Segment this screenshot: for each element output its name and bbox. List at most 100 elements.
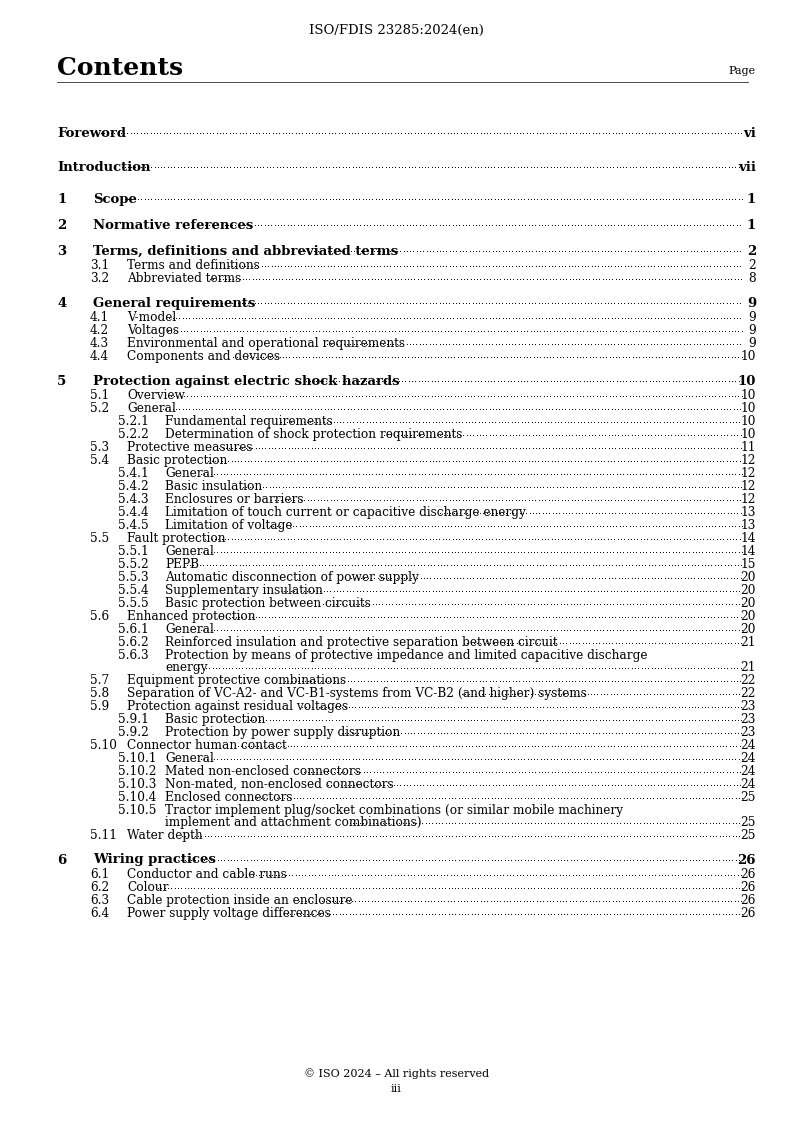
- Point: [584, 581, 597, 599]
- Point: [607, 478, 619, 496]
- Point: [477, 309, 489, 327]
- Point: [569, 672, 582, 690]
- Point: [536, 569, 549, 587]
- Point: [316, 659, 328, 677]
- Point: [267, 620, 280, 638]
- Point: [503, 763, 515, 781]
- Point: [284, 904, 297, 922]
- Point: [328, 451, 340, 469]
- Point: [621, 334, 634, 352]
- Point: [661, 294, 673, 312]
- Point: [377, 581, 389, 599]
- Point: [560, 555, 573, 573]
- Point: [462, 478, 474, 496]
- Point: [734, 569, 747, 587]
- Point: [375, 865, 388, 883]
- Text: Page: Page: [729, 66, 756, 76]
- Point: [306, 892, 319, 910]
- Point: [248, 294, 261, 312]
- Point: [475, 595, 488, 613]
- Point: [465, 581, 478, 599]
- Point: [554, 543, 567, 561]
- Point: [643, 465, 656, 482]
- Point: [523, 309, 535, 327]
- Point: [649, 555, 661, 573]
- Point: [577, 465, 590, 482]
- Point: [602, 672, 615, 690]
- Point: [658, 439, 671, 457]
- Point: [258, 789, 270, 807]
- Point: [729, 516, 741, 534]
- Point: [396, 190, 408, 208]
- Point: [161, 322, 174, 340]
- Point: [277, 158, 289, 176]
- Point: [288, 490, 301, 508]
- Point: [477, 478, 490, 496]
- Point: [597, 789, 610, 807]
- Point: [539, 399, 552, 417]
- Point: [735, 125, 748, 142]
- Point: [715, 634, 728, 652]
- Point: [439, 190, 451, 208]
- Point: [300, 348, 312, 366]
- Point: [454, 865, 467, 883]
- Point: [435, 348, 447, 366]
- Point: [577, 373, 590, 390]
- Point: [690, 827, 703, 845]
- Point: [385, 322, 398, 340]
- Point: [689, 348, 702, 366]
- Point: [370, 763, 383, 781]
- Point: [369, 125, 381, 142]
- Point: [462, 413, 475, 431]
- Text: Voltages: Voltages: [127, 324, 179, 337]
- Point: [419, 595, 431, 613]
- Point: [318, 490, 331, 508]
- Point: [499, 813, 511, 831]
- Point: [407, 490, 419, 508]
- Point: [489, 451, 502, 469]
- Point: [442, 904, 455, 922]
- Point: [547, 348, 560, 366]
- Text: Protection against electric shock hazards: Protection against electric shock hazard…: [93, 375, 400, 387]
- Point: [733, 620, 745, 638]
- Point: [650, 813, 663, 831]
- Point: [630, 322, 642, 340]
- Point: [278, 581, 290, 599]
- Point: [367, 581, 380, 599]
- Point: [339, 465, 352, 482]
- Point: [323, 892, 335, 910]
- Point: [552, 736, 565, 754]
- Point: [285, 451, 297, 469]
- Point: [685, 865, 698, 883]
- Point: [575, 413, 588, 431]
- Point: [470, 672, 483, 690]
- Point: [546, 490, 558, 508]
- Point: [346, 348, 358, 366]
- Text: 5.10.2: 5.10.2: [118, 765, 156, 778]
- Point: [469, 749, 481, 767]
- Point: [569, 451, 581, 469]
- Point: [698, 672, 711, 690]
- Point: [621, 217, 634, 234]
- Point: [363, 879, 376, 896]
- Point: [454, 555, 467, 573]
- Point: [328, 581, 340, 599]
- Point: [355, 710, 368, 728]
- Point: [468, 516, 481, 534]
- Point: [643, 373, 656, 390]
- Point: [680, 827, 693, 845]
- Point: [645, 530, 657, 548]
- Point: [488, 269, 500, 287]
- Point: [623, 724, 635, 742]
- Point: [214, 543, 227, 561]
- Point: [531, 634, 543, 652]
- Point: [584, 190, 596, 208]
- Point: [678, 569, 691, 587]
- Point: [660, 386, 672, 404]
- Point: [541, 158, 554, 176]
- Point: [574, 904, 587, 922]
- Point: [300, 749, 312, 767]
- Point: [569, 425, 582, 443]
- Point: [697, 684, 710, 702]
- Point: [623, 620, 636, 638]
